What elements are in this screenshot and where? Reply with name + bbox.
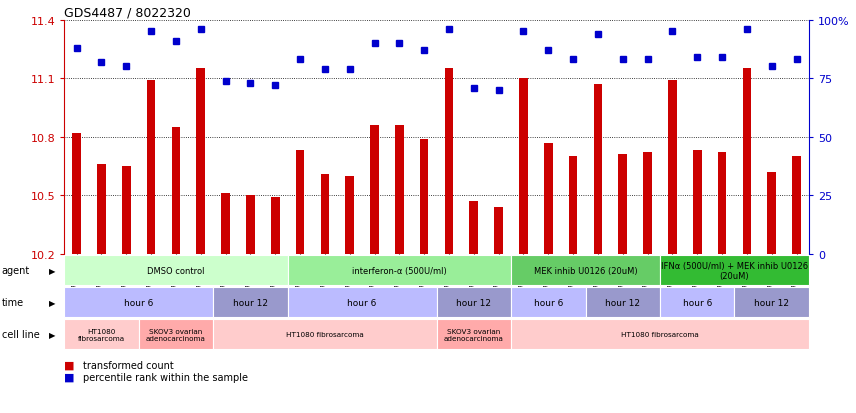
- Bar: [668, 81, 677, 254]
- Text: IFNα (500U/ml) + MEK inhib U0126
(20uM): IFNα (500U/ml) + MEK inhib U0126 (20uM): [661, 261, 808, 280]
- Bar: [320, 174, 330, 254]
- Bar: [593, 85, 603, 254]
- Bar: [246, 196, 255, 254]
- Text: hour 6: hour 6: [533, 298, 563, 307]
- Bar: [792, 157, 801, 254]
- Bar: [221, 194, 230, 254]
- Bar: [122, 166, 131, 254]
- Text: agent: agent: [2, 266, 30, 276]
- Bar: [270, 197, 280, 254]
- Text: cell line: cell line: [2, 329, 39, 339]
- Bar: [643, 153, 652, 254]
- Bar: [295, 151, 305, 254]
- Bar: [72, 133, 81, 254]
- Bar: [693, 151, 702, 254]
- Text: interferon-α (500U/ml): interferon-α (500U/ml): [352, 266, 447, 275]
- Text: percentile rank within the sample: percentile rank within the sample: [83, 372, 248, 382]
- Text: time: time: [2, 297, 24, 308]
- Bar: [395, 126, 404, 254]
- Text: hour 12: hour 12: [605, 298, 640, 307]
- Bar: [494, 207, 503, 254]
- Text: HT1080 fibrosarcoma: HT1080 fibrosarcoma: [621, 331, 698, 337]
- Text: hour 12: hour 12: [456, 298, 491, 307]
- Text: ▶: ▶: [49, 266, 56, 275]
- Text: DMSO control: DMSO control: [147, 266, 205, 275]
- Bar: [717, 153, 727, 254]
- Text: hour 12: hour 12: [233, 298, 268, 307]
- Bar: [568, 157, 578, 254]
- Bar: [519, 79, 528, 254]
- Bar: [618, 155, 627, 254]
- Text: hour 6: hour 6: [682, 298, 712, 307]
- Bar: [171, 128, 181, 254]
- Text: ▶: ▶: [49, 330, 56, 339]
- Text: hour 6: hour 6: [348, 298, 377, 307]
- Text: GDS4487 / 8022320: GDS4487 / 8022320: [64, 7, 191, 19]
- Text: hour 6: hour 6: [124, 298, 153, 307]
- Text: hour 12: hour 12: [754, 298, 789, 307]
- Bar: [97, 164, 106, 254]
- Text: MEK inhib U0126 (20uM): MEK inhib U0126 (20uM): [533, 266, 638, 275]
- Bar: [370, 126, 379, 254]
- Bar: [146, 81, 156, 254]
- Text: SKOV3 ovarian
adenocarcinoma: SKOV3 ovarian adenocarcinoma: [444, 328, 503, 341]
- Bar: [767, 172, 776, 254]
- Bar: [345, 176, 354, 254]
- Bar: [444, 69, 454, 254]
- Text: HT1080
fibrosarcoma: HT1080 fibrosarcoma: [78, 328, 125, 341]
- Bar: [419, 139, 429, 254]
- Bar: [742, 69, 752, 254]
- Bar: [196, 69, 205, 254]
- Text: ▶: ▶: [49, 298, 56, 307]
- Text: ■: ■: [64, 360, 74, 370]
- Text: transformed count: transformed count: [83, 360, 174, 370]
- Text: SKOV3 ovarian
adenocarcinoma: SKOV3 ovarian adenocarcinoma: [146, 328, 205, 341]
- Bar: [469, 202, 479, 254]
- Text: HT1080 fibrosarcoma: HT1080 fibrosarcoma: [286, 331, 364, 337]
- Bar: [544, 143, 553, 254]
- Text: ■: ■: [64, 372, 74, 382]
